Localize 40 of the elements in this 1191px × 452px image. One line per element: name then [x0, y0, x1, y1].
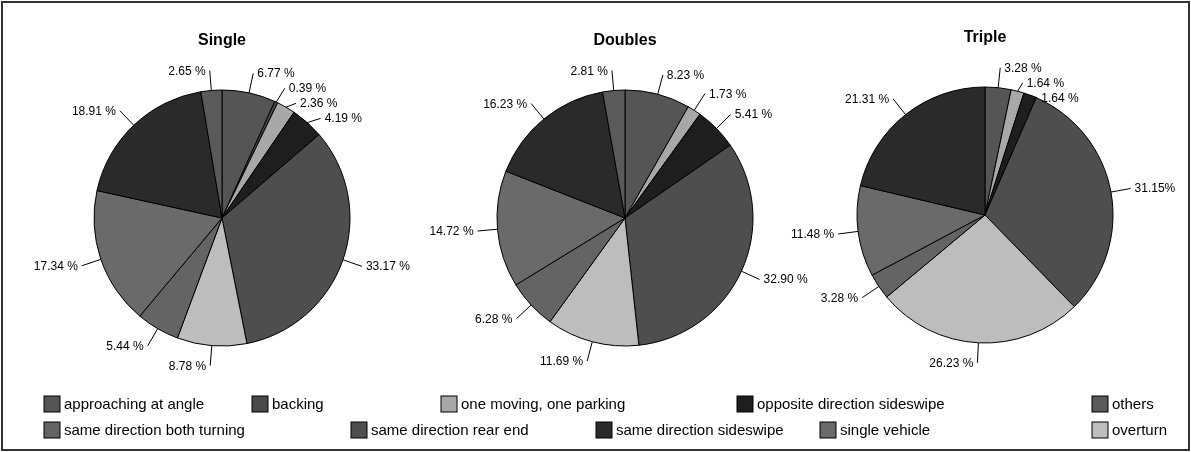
data-label: 16.23 % [483, 96, 528, 111]
legend-label: same direction sideswipe [616, 421, 784, 438]
data-label: 2.36 % [300, 96, 338, 111]
data-label: 21.31 % [845, 91, 890, 106]
data-label: 5.41 % [734, 107, 773, 122]
data-label: 5.44 % [106, 338, 144, 353]
data-label: 33.17 % [365, 259, 411, 274]
legend-label: single vehicle [840, 421, 931, 438]
data-label: 1.64 % [1026, 75, 1065, 90]
legend-label: opposite direction sideswipe [757, 395, 945, 412]
data-label: 3.28 % [820, 290, 859, 305]
chart-title: Single [197, 31, 247, 48]
data-label: 32.90 % [763, 272, 808, 287]
data-label: 6.28 % [475, 311, 513, 326]
legend-label: one moving, one parking [461, 395, 626, 412]
data-label: 11.69 % [540, 354, 584, 369]
data-label: 1.64 % [1041, 90, 1079, 105]
data-label: 11.48 % [791, 226, 835, 241]
legend-label: same direction both turning [64, 421, 245, 438]
data-label: 3.28 % [1004, 60, 1042, 75]
chart-title: Triple [963, 28, 1007, 45]
legend-label: backing [272, 395, 324, 412]
data-label: 26.23 % [929, 355, 974, 370]
data-label: 8.23 % [666, 67, 705, 82]
chart-title: Doubles [593, 31, 657, 48]
data-label: 2.65 % [168, 63, 207, 78]
data-label: 31.15% [1134, 181, 1176, 196]
data-label: 2.81 % [570, 63, 609, 78]
legend-label: others [1112, 395, 1154, 412]
legend-label: overturn [1112, 421, 1168, 438]
data-label: 0.39 % [288, 81, 327, 96]
data-label: 4.19 % [324, 111, 363, 126]
legend-label: same direction rear end [371, 421, 529, 438]
legend-label: approaching at angle [64, 395, 205, 412]
data-label: 18.91 % [71, 103, 117, 118]
data-label: 6.77 % [257, 66, 295, 81]
data-label: 1.73 % [709, 86, 747, 101]
data-label: 8.78 % [168, 358, 207, 373]
data-label: 17.34 % [33, 258, 79, 273]
data-label: 14.72 % [429, 224, 474, 238]
